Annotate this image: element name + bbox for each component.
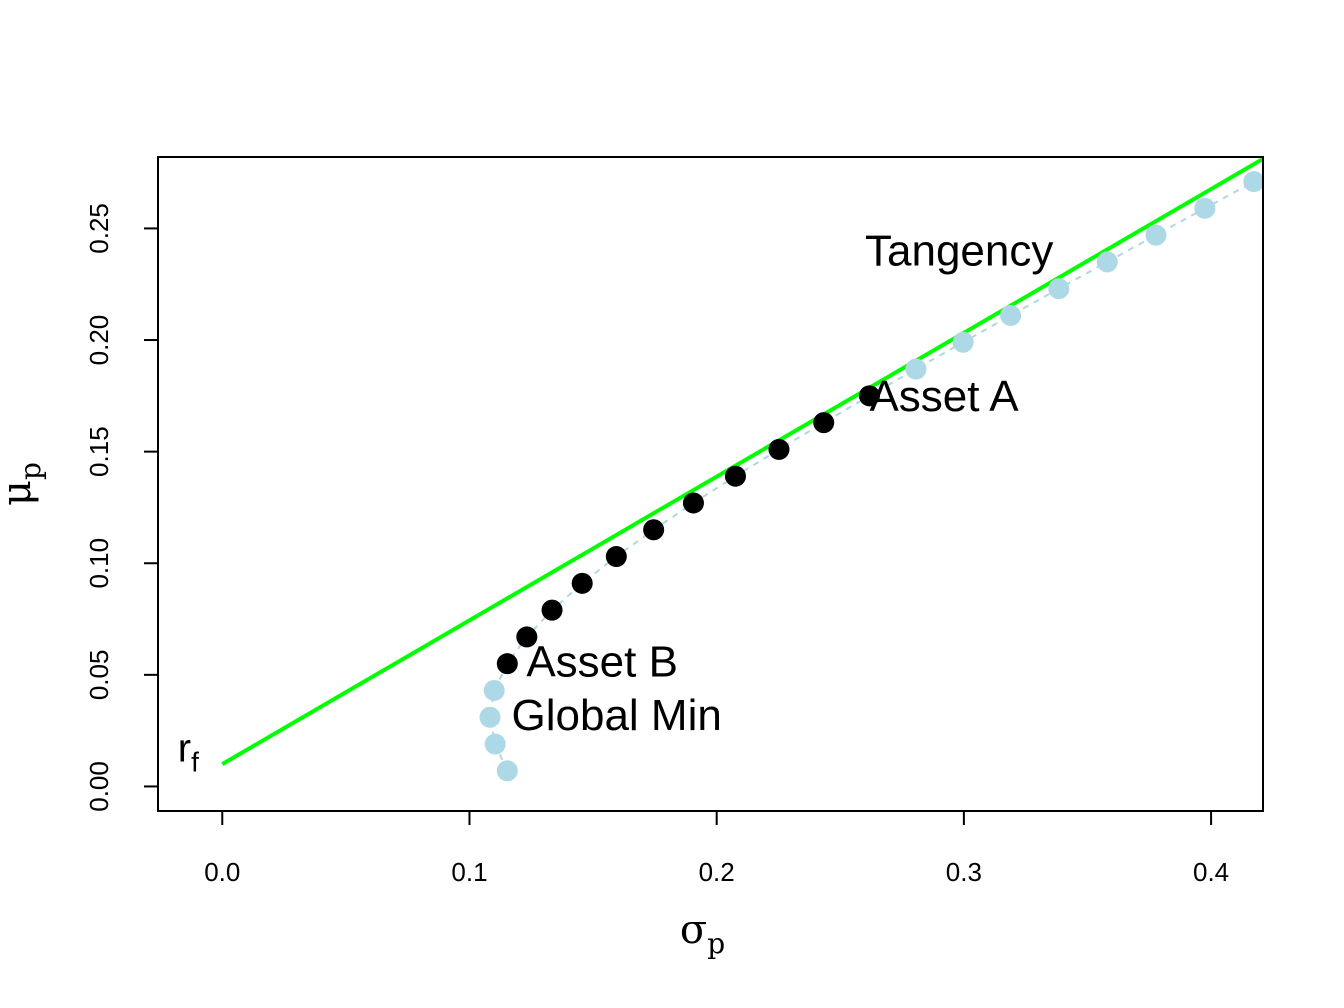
plot-frame — [157, 156, 1264, 812]
x-tick-label: 0.3 — [946, 857, 982, 887]
frontier-point — [496, 760, 518, 782]
x-tick-label: 0.2 — [699, 857, 735, 887]
x-axis-title-sub: p — [707, 927, 725, 960]
long-only-point — [682, 492, 704, 514]
frontier-point — [905, 358, 927, 380]
frontier-point — [952, 331, 974, 353]
long-only-point — [605, 546, 627, 568]
long-only-point — [813, 412, 835, 434]
frontier-point — [1000, 304, 1022, 326]
y-tick-label: 0.25 — [84, 203, 114, 254]
long-only-point — [496, 653, 518, 675]
plot-content: Asset A Asset B Global Min Tangency rf — [178, 157, 1263, 782]
y-tick-label: 0.20 — [84, 315, 114, 366]
y-tick-label: 0.15 — [84, 426, 114, 477]
y-axis-title-sub: p — [14, 462, 47, 480]
tangency-line — [221, 157, 1263, 766]
long-only-point — [768, 438, 790, 460]
long-only-point — [541, 599, 563, 621]
y-axis-title-main: μ — [0, 480, 40, 506]
frontier-point — [1096, 251, 1118, 273]
annotation-tangency: Tangency — [865, 227, 1053, 276]
y-tick-label: 0.00 — [84, 761, 114, 812]
frontier-point — [1048, 278, 1070, 300]
frontier-point — [1145, 224, 1167, 246]
x-tick-label: 0.4 — [1193, 857, 1229, 887]
rf-label-main: r — [178, 727, 191, 771]
plot-clipped-group — [221, 157, 1263, 782]
frontier-point — [484, 733, 506, 755]
y-tick-label: 0.10 — [84, 538, 114, 589]
long-only-point — [724, 465, 746, 487]
long-only-point — [858, 385, 880, 407]
y-axis-title: μp — [0, 462, 47, 506]
x-tick-label: 0.1 — [451, 857, 487, 887]
x-tick-label: 0.0 — [204, 857, 240, 887]
rf-label-sub: f — [191, 747, 199, 778]
long-only-point — [516, 626, 538, 648]
annotation-asset-a: Asset A — [869, 372, 1019, 421]
annotation-asset-b: Asset B — [526, 637, 678, 686]
rf-label: rf — [178, 727, 199, 778]
long-only-point — [643, 519, 665, 541]
y-tick-label: 0.05 — [84, 650, 114, 701]
frontier-point — [1194, 197, 1216, 219]
frontier-point — [483, 679, 505, 701]
frontier-point — [1243, 171, 1263, 193]
annotation-global-min: Global Min — [512, 691, 722, 740]
long-only-point — [571, 572, 593, 594]
x-axis-title: σp — [680, 907, 725, 960]
x-axis-title-main: σ — [680, 907, 707, 953]
frontier-point — [479, 706, 501, 728]
